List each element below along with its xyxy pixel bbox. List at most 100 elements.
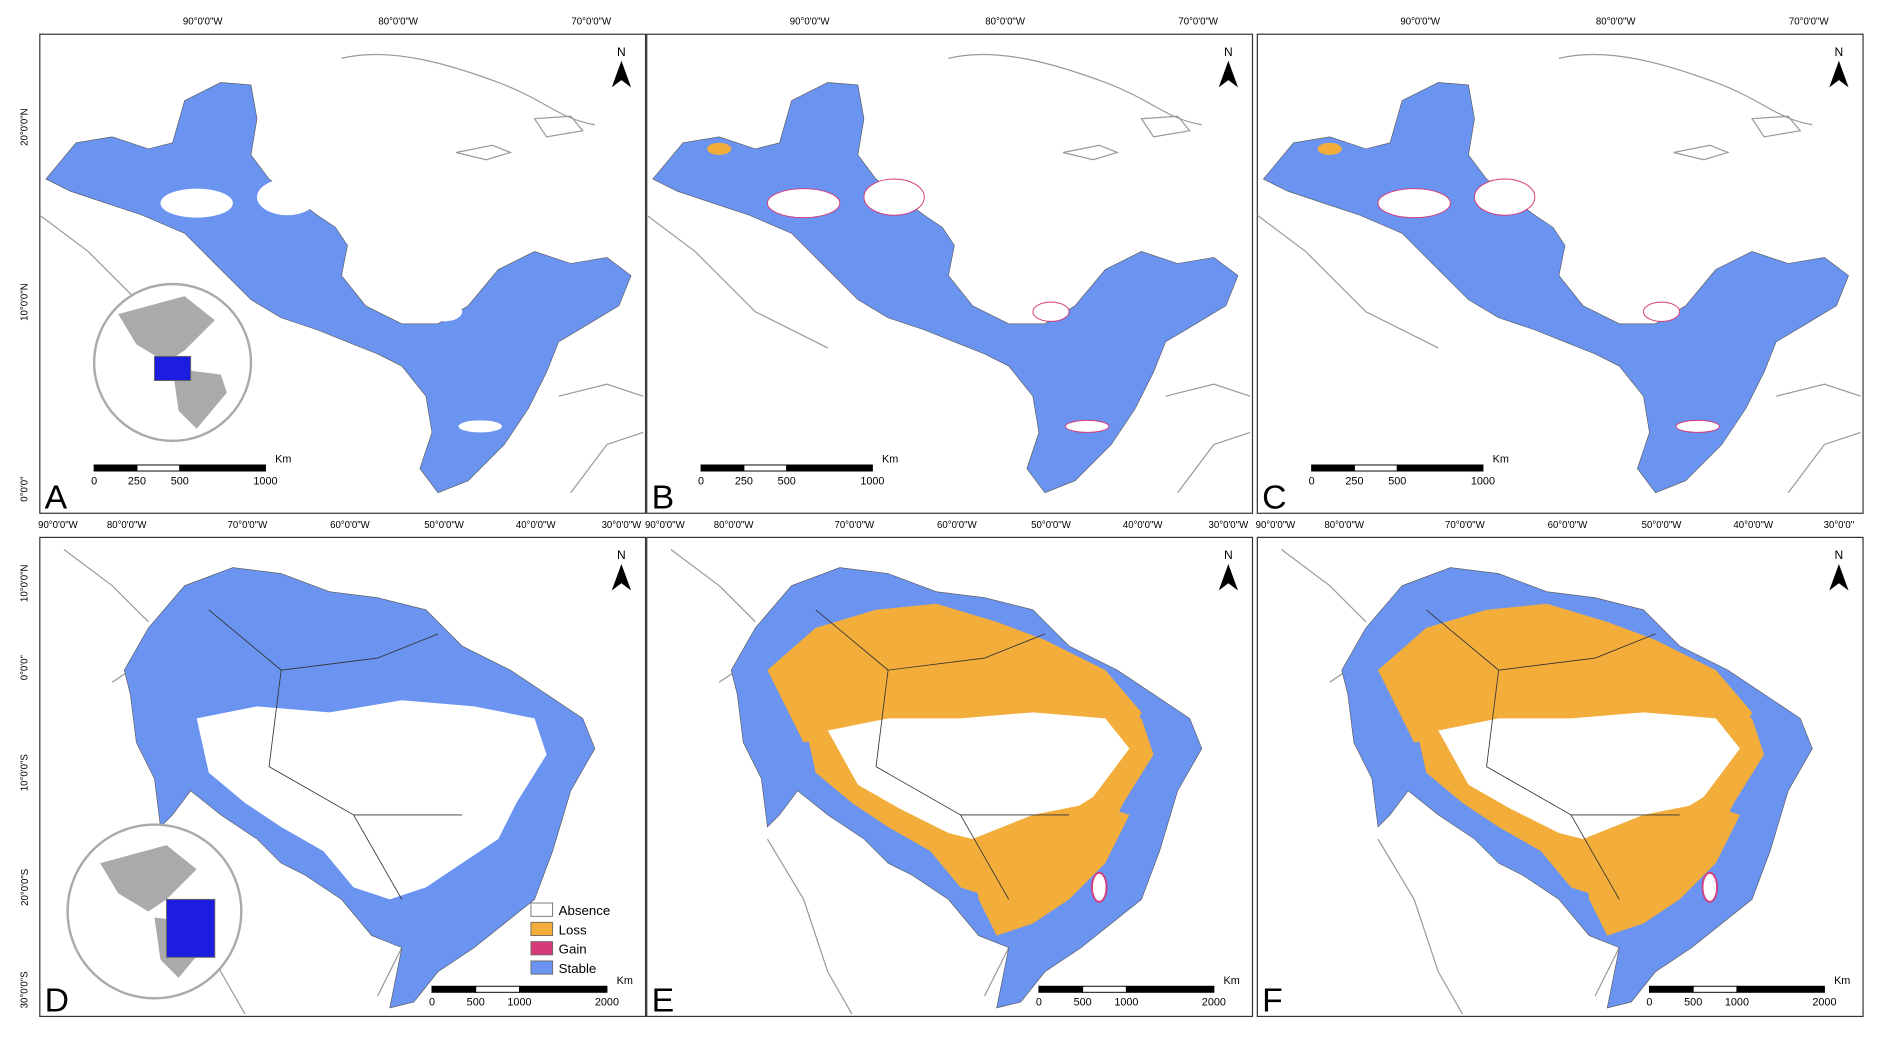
longitude-label: 90°0'0"W	[790, 17, 831, 28]
longitude-label: 50°0'0"W	[424, 520, 465, 531]
scale-label: 1000	[860, 475, 884, 487]
absence-patch	[766, 188, 841, 219]
scale-label: 0	[1036, 997, 1042, 1009]
legend-label: Gain	[559, 942, 587, 957]
longitude-label: 90°0'0"W	[645, 520, 686, 531]
map-panel: 90°0'0"W 80°0'0"W 70°0'0"W 20°0'0"N 10°0'0"N…	[20, 17, 647, 516]
north-label: N	[1835, 45, 1844, 59]
scale-segment	[1353, 464, 1398, 472]
globe-highlight	[153, 355, 192, 382]
loss-area	[1583, 802, 1740, 936]
absence-patch	[1377, 188, 1451, 219]
scale-label: 500	[171, 475, 189, 487]
coastline	[1140, 115, 1191, 138]
longitude-label: 70°0'0"W	[1789, 17, 1830, 28]
absence-patch	[1064, 419, 1110, 433]
scale-segment	[179, 464, 266, 472]
north-arrow	[1829, 563, 1849, 591]
coastline	[377, 947, 403, 997]
coastline	[1673, 144, 1730, 161]
scale-unit: Km	[1493, 454, 1509, 466]
coastline	[1281, 548, 1367, 623]
longitude-label: 90°0'0"W	[38, 520, 79, 531]
coastline	[558, 383, 644, 397]
coastline	[455, 144, 513, 161]
longitude-label: 60°0'0"W	[330, 520, 371, 531]
scale-label: 250	[128, 475, 146, 487]
longitude-label: 90°0'0"W	[1256, 520, 1297, 531]
absence-area	[196, 700, 547, 900]
scale-label: 250	[1345, 475, 1363, 487]
latitude-label: 10°0'0"N	[20, 283, 31, 321]
scale-label: 1000	[1471, 475, 1495, 487]
gain-patch	[1701, 871, 1718, 903]
longitude-label: 40°0'0"W	[1733, 520, 1774, 531]
latitude-label: 10°0'0"N	[20, 564, 31, 602]
longitude-label: 50°0'0"W	[1642, 520, 1683, 531]
loss-patch	[1317, 142, 1342, 155]
scale-label: 500	[778, 475, 796, 487]
absence-patch	[458, 420, 502, 433]
globe-land	[118, 296, 227, 429]
legend-swatch	[530, 960, 554, 975]
longitude-label: 80°0'0"W	[1324, 520, 1365, 531]
absence-patch	[1032, 301, 1070, 322]
latitude-label: 30°0'0"S	[20, 971, 31, 1008]
north-label: N	[1835, 548, 1844, 562]
scale-label: 250	[735, 475, 753, 487]
north-label: N	[1224, 548, 1233, 562]
coastline	[570, 431, 644, 494]
legend-label: Absence	[559, 903, 611, 918]
scale-segment	[1396, 464, 1484, 472]
longitude-label: 90°0'0"W	[183, 17, 224, 28]
scale-segment	[1692, 985, 1738, 993]
longitude-label: 30°0'0"W	[602, 520, 643, 531]
north-arrow	[1829, 60, 1849, 88]
loss-area	[972, 802, 1130, 936]
longitude-label: 90°0'0"W	[1400, 17, 1441, 28]
legend-swatch	[530, 902, 554, 917]
scale-segment	[518, 985, 608, 993]
coastline	[766, 838, 853, 1015]
scale-label: 1000	[253, 475, 277, 487]
longitude-label: 80°0'0"W	[1596, 17, 1637, 28]
coastline	[533, 115, 584, 138]
scale-segment	[786, 464, 873, 472]
scale-segment	[136, 464, 181, 472]
scale-segment	[1736, 985, 1825, 993]
coastline	[1062, 144, 1120, 161]
longitude-label: 30°0'0"W	[1209, 520, 1250, 531]
scale-unit: Km	[882, 454, 898, 466]
absence-patch	[1474, 178, 1536, 216]
scale-segment	[700, 464, 745, 472]
coastline	[1257, 214, 1439, 349]
scale-label: 0	[429, 997, 435, 1009]
coastline	[984, 947, 1010, 997]
scale-segment	[1038, 985, 1084, 993]
longitude-label: 70°0'0"W	[1178, 17, 1219, 28]
scale-label: 500	[1074, 997, 1092, 1009]
longitude-label: 80°0'0"W	[714, 520, 755, 531]
latitude-label: 20°0'0"N	[20, 108, 31, 146]
map-panel: 90°0'0"W 80°0'0"W 70°0'0"W N 0 250 500 1000 Km C	[1256, 17, 1864, 516]
longitude-label: 60°0'0"W	[937, 520, 978, 531]
panel-label: C	[1262, 478, 1286, 516]
coastline	[1558, 53, 1813, 126]
longitude-label: 80°0'0"W	[107, 520, 148, 531]
absence-patch	[160, 188, 233, 218]
latitude-label: 0°0'0"	[20, 476, 31, 502]
north-arrow	[1218, 60, 1239, 88]
longitude-label: 40°0'0"W	[516, 520, 557, 531]
scale-label: 2000	[1812, 997, 1836, 1009]
coastline	[1776, 383, 1861, 397]
coastline	[1177, 431, 1251, 494]
map-panel: 90°0'0"W 80°0'0"W 70°0'0"W N 0 250 500 1000 Km B	[646, 17, 1254, 516]
map-area	[1281, 548, 1813, 1015]
stable-range	[652, 82, 1239, 494]
coastline	[646, 214, 829, 349]
longitude-label: 70°0'0"W	[228, 520, 269, 531]
longitude-label: 80°0'0"W	[985, 17, 1026, 28]
coastline	[948, 53, 1202, 126]
legend-label: Stable	[559, 961, 597, 976]
north-label: N	[617, 548, 626, 562]
